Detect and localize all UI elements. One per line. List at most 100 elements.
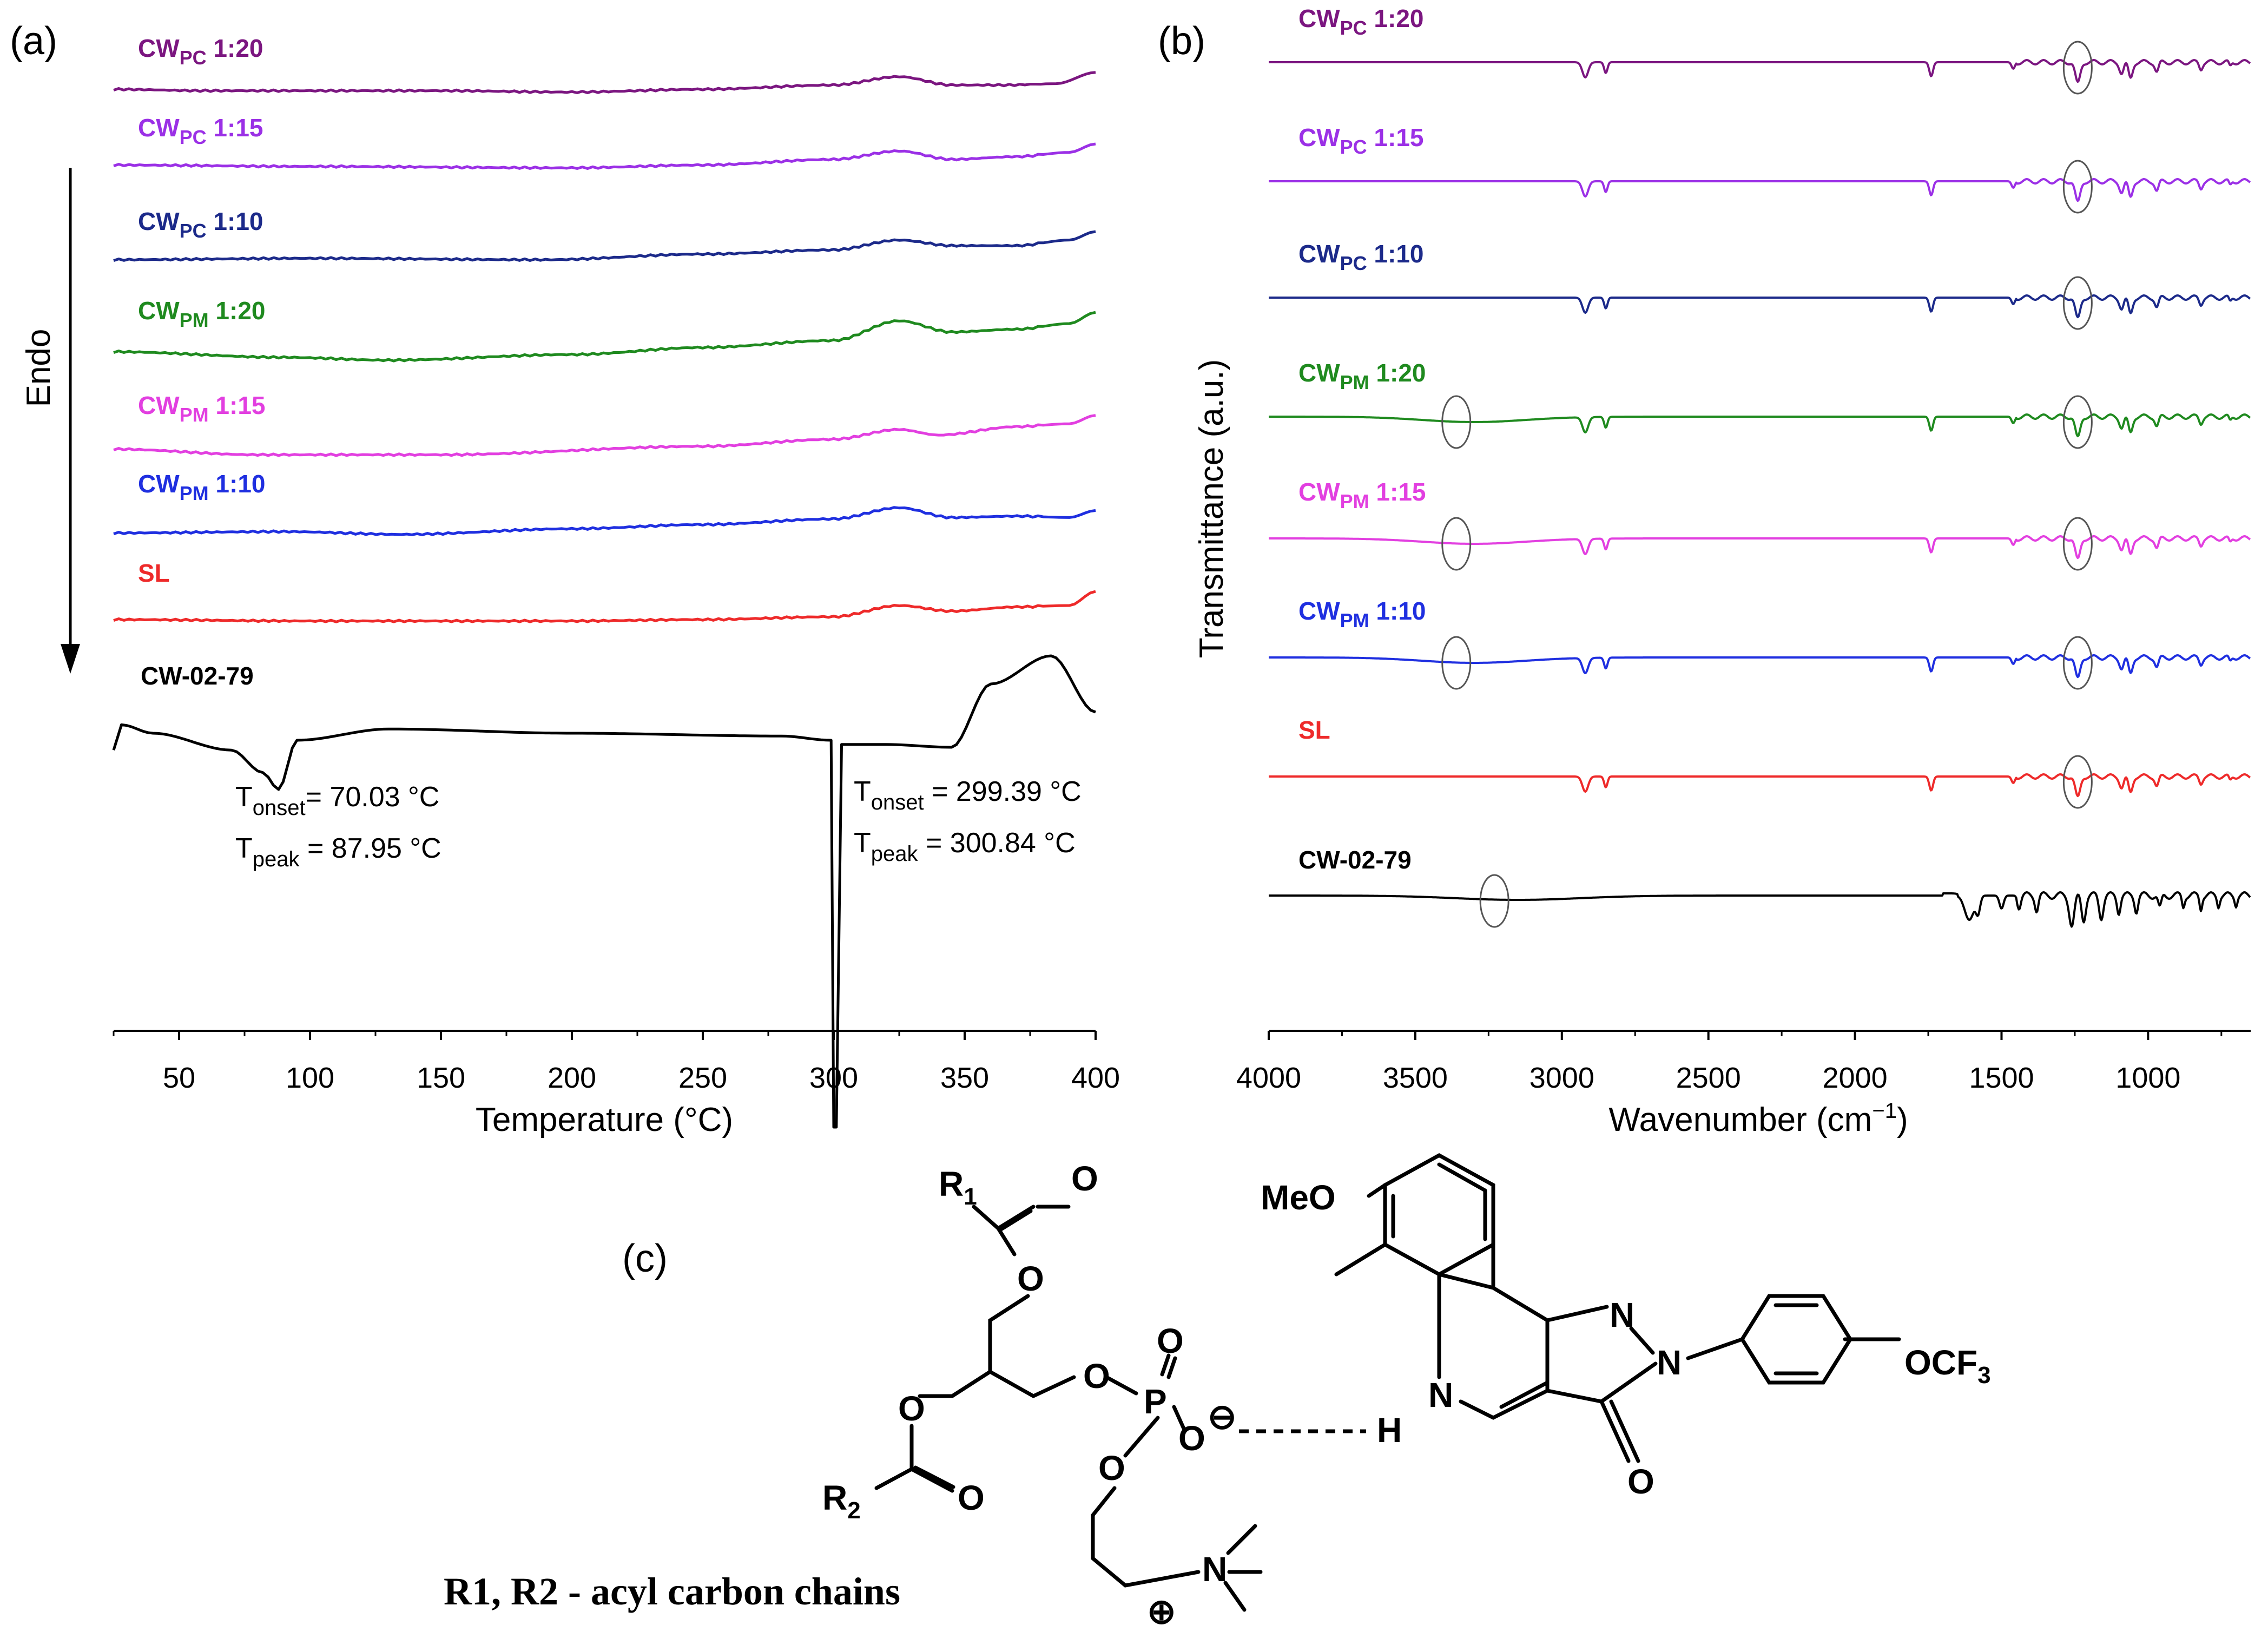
ir-x-tick-label: 2500 (1676, 1062, 1741, 1094)
dsc-curve-7 (112, 654, 1096, 1129)
dsc-curve-3 (113, 311, 1096, 363)
ir-x-label: Wavenumber (cm−1) (1608, 1099, 1908, 1139)
dsc-x-tick-label: 150 (417, 1062, 465, 1094)
dsc-curve-5 (113, 506, 1096, 536)
chem-minus-sign: ⊖ (1208, 1397, 1237, 1436)
dsc-x-tick-label: 400 (1071, 1062, 1120, 1094)
chem-o-ketone: O (1627, 1462, 1654, 1501)
dsc-series-label-6: SL (138, 559, 170, 587)
dsc-series-label-1: CWPC 1:15 (138, 114, 263, 148)
dsc-x-tick-label: 350 (940, 1062, 989, 1094)
chem-ocf3: OCF3 (1904, 1343, 1991, 1389)
dsc-x-ticks: 50 100 150 200 250 300 350 400 (113, 1031, 1120, 1094)
ir-curve-6 (1268, 773, 2251, 798)
ir-x-tick-label: 3000 (1529, 1062, 1594, 1094)
chem-n-pyrazole-2: N (1657, 1343, 1682, 1382)
dsc-series-label-7: CW-02-79 (141, 662, 254, 690)
ir-band-circle (1441, 395, 1472, 449)
dsc-x-tick-label: 250 (678, 1062, 727, 1094)
dsc-curve-0 (113, 71, 1096, 94)
chem-bond-carbonyl-double (999, 1209, 1033, 1232)
chem-phosphorus: P (1144, 1382, 1167, 1421)
chem-methoxy: MeO (1261, 1178, 1336, 1217)
ir-band-circle (1479, 874, 1509, 928)
ir-curve-7 (1268, 891, 2251, 928)
ir-curve-0 (1268, 59, 2251, 83)
chem-r1: R1 (939, 1164, 977, 1210)
chem-nitrogen-ammonium: N (1202, 1550, 1227, 1589)
dsc-annotation-peak-1: Tpeak = 87.95 °C (235, 833, 441, 871)
chem-o-carbonyl-top: O (1071, 1159, 1098, 1198)
ir-series-label-3: CWPM 1:20 (1298, 359, 1426, 393)
chem-hydrogen: H (1377, 1411, 1402, 1450)
ir-band-circle (1441, 517, 1472, 571)
ir-x-ticks: 4000 3500 3000 2500 2000 1500 1000 (1236, 1031, 2223, 1094)
dsc-series-label-5: CWPM 1:10 (138, 470, 266, 504)
panel-a-label: (a) (10, 19, 57, 63)
panel-c-caption: R1, R2 - acyl carbon chains (444, 1570, 900, 1613)
dsc-x-label: Temperature (°C) (476, 1101, 733, 1139)
ir-x-tick-label: 1000 (2115, 1062, 2180, 1094)
chem-plus-sign: ⊕ (1147, 1592, 1176, 1631)
ir-series-label-2: CWPC 1:10 (1298, 240, 1424, 274)
chem-bonds-glycerol (918, 1205, 1076, 1398)
ir-band-circle (2062, 636, 2093, 690)
ir-x-tick-label: 4000 (1236, 1062, 1301, 1094)
ir-series-label-5: CWPM 1:10 (1298, 597, 1426, 631)
ir-curves (1268, 41, 2251, 928)
ir-x-tick-label: 3500 (1383, 1062, 1448, 1094)
panel-c: (c) R1 O O O R2 O O O P O ⊖ O N ⊕ MeO H … (444, 1153, 1991, 1631)
endo-arrow-head (61, 644, 80, 674)
ir-x-tick-label: 1500 (1969, 1062, 2034, 1094)
ir-series-label-0: CWPC 1:20 (1298, 4, 1424, 39)
chem-o-phosphate-double: O (1157, 1321, 1184, 1360)
chem-n-quinoline: N (1428, 1376, 1453, 1414)
dsc-series-label-3: CWPM 1:20 (138, 297, 266, 331)
ir-curve-2 (1268, 294, 2251, 319)
ir-curve-3 (1268, 413, 2251, 438)
chem-o-ester-top: O (1017, 1259, 1044, 1298)
ir-series-label-7: CW-02-79 (1298, 846, 1412, 874)
ir-band-circle (2062, 160, 2093, 214)
chem-bonds-pyrazoloquinolinone (1334, 1153, 1744, 1463)
ir-series-labels: CWPC 1:20 CWPC 1:15 CWPC 1:10 CWPM 1:20 CWPM… (1298, 4, 1426, 874)
dsc-series-label-4: CWPM 1:15 (138, 391, 266, 426)
ir-series-label-6: SL (1298, 716, 1330, 744)
ir-curve-4 (1268, 535, 2251, 560)
dsc-curve-2 (113, 230, 1096, 262)
phosphatidylcholine-structure: R1 O O O R2 O O O P O ⊖ O N ⊕ (822, 1159, 1263, 1631)
dsc-x-tick-label: 50 (163, 1062, 195, 1094)
dsc-curve-4 (113, 414, 1096, 457)
cw-02-79-structure: MeO H N N N O OCF3 (1261, 1153, 1991, 1501)
dsc-annotation-peak-2: Tpeak = 300.84 °C (854, 827, 1076, 866)
ir-band-circle (2062, 41, 2093, 95)
dsc-annotation-onset-2: Tonset = 299.39 °C (854, 776, 1082, 814)
chem-o-phosphate-2: O (1098, 1449, 1125, 1488)
ir-band-circle (2062, 276, 2093, 330)
ir-band-circle (2062, 395, 2093, 449)
panel-a: (a) 50 100 150 200 250 300 350 400 Temperature … (10, 19, 1120, 1139)
dsc-curve-6 (113, 590, 1096, 623)
dsc-series-label-0: CWPC 1:20 (138, 34, 263, 69)
endo-label: Endo (20, 329, 57, 407)
panel-b-label: (b) (1158, 19, 1205, 63)
dsc-annotation-onset-1: Tonset= 70.03 °C (235, 781, 439, 820)
dsc-curves (112, 71, 1096, 1129)
chem-bonds-phosphocholine (874, 1353, 1263, 1612)
ir-band-circle (1441, 636, 1472, 690)
dsc-x-tick-label: 200 (548, 1062, 596, 1094)
chem-o-carbonyl-bottom: O (958, 1478, 985, 1517)
chem-bonds-phenyl (1739, 1294, 1901, 1385)
ir-band-circle (2062, 755, 2093, 809)
ir-y-label: Transmittance (a.u.) (1193, 359, 1230, 658)
dsc-x-tick-label: 100 (286, 1062, 334, 1094)
ir-x-tick-label: 2000 (1823, 1062, 1888, 1094)
ir-series-label-4: CWPM 1:15 (1298, 478, 1426, 512)
panel-c-label: (c) (622, 1237, 668, 1280)
ir-band-circle (2062, 517, 2093, 571)
ir-curve-1 (1268, 178, 2251, 202)
chem-r2: R2 (822, 1478, 861, 1524)
ir-series-label-1: CWPC 1:15 (1298, 123, 1424, 158)
dsc-curve-1 (113, 142, 1096, 170)
